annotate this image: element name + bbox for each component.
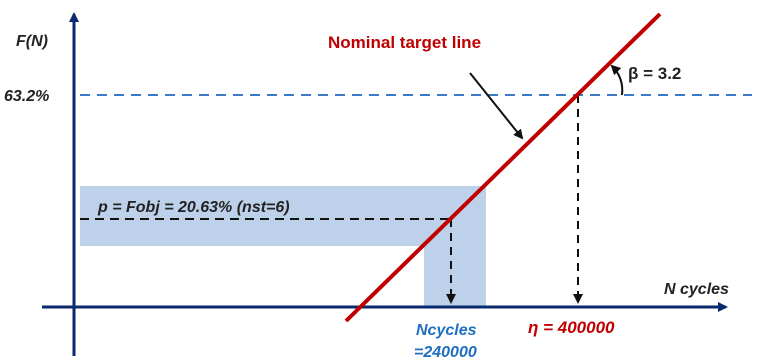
y-axis-label: F(N) (16, 33, 48, 50)
ncycles-label-line2: =240000 (414, 344, 477, 361)
ncycles-label-line1: Ncycles (416, 322, 477, 339)
beta-label: β = 3.2 (628, 64, 681, 83)
target-line-pointer (469, 72, 524, 140)
target-line-label: Nominal target line (328, 33, 481, 52)
ncycles-band (424, 186, 486, 308)
probability-band (80, 186, 486, 246)
eta-label: η = 400000 (528, 318, 615, 337)
y-tick-label: 63.2% (4, 88, 49, 105)
beta-angle-arc (610, 64, 624, 96)
probability-label: p = Fobj = 20.63% (nst=6) (97, 199, 290, 216)
nominal-target-line (344, 12, 662, 323)
x-axis-label: N cycles (664, 281, 729, 298)
